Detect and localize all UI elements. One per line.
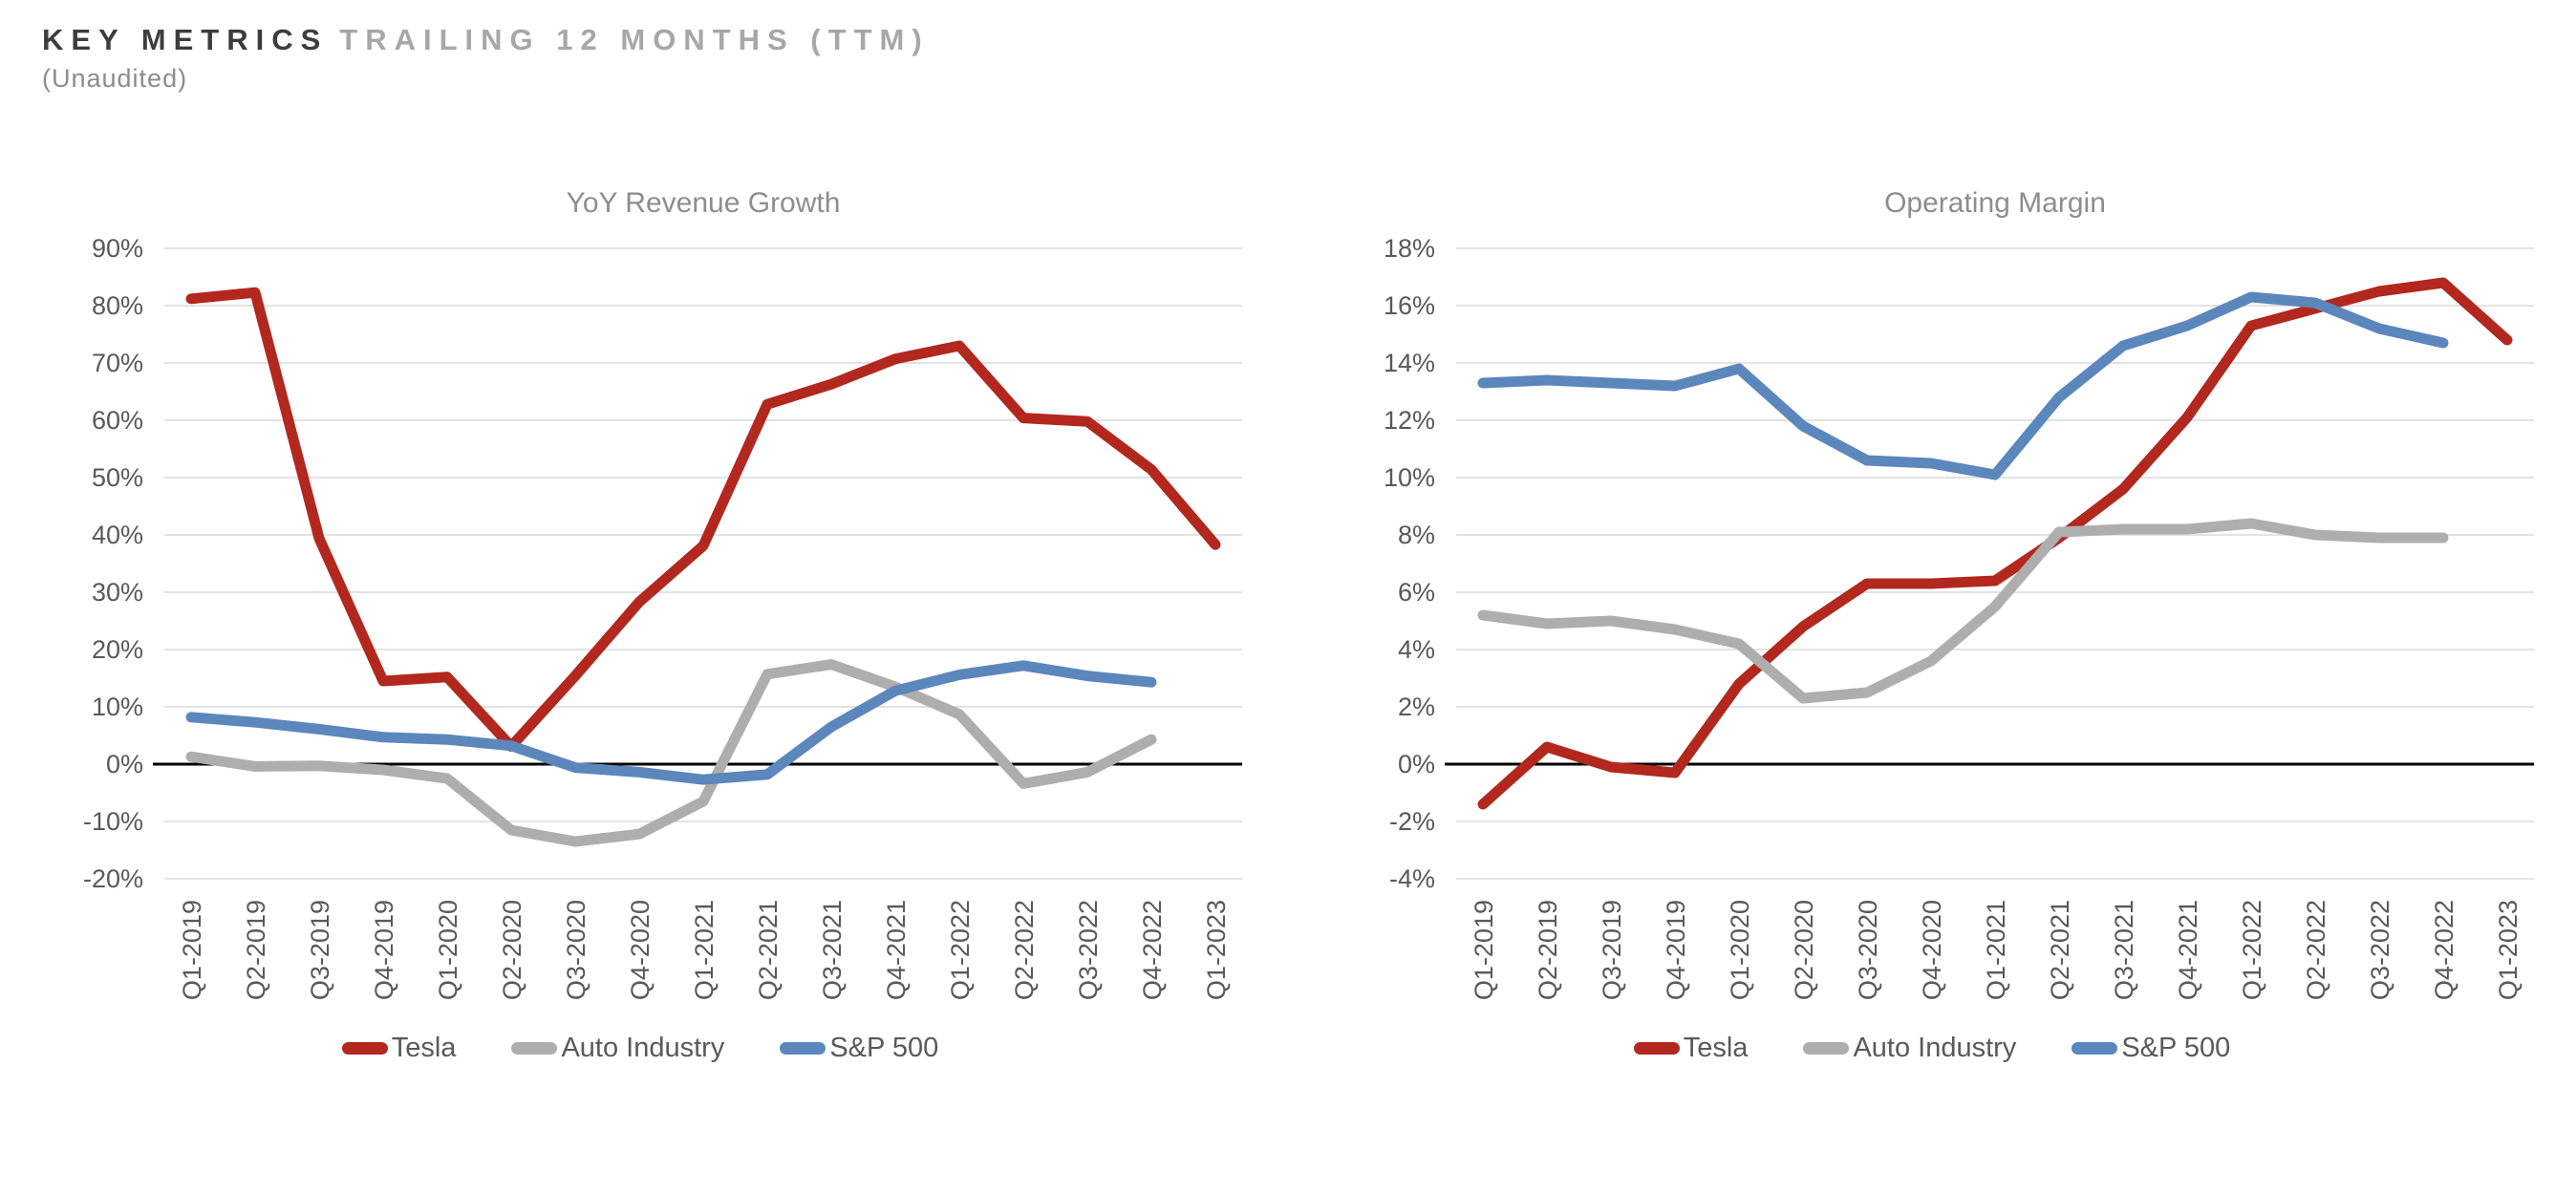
y-tick-label: -2% — [1389, 807, 1435, 836]
x-tick-label: Q2-2019 — [242, 900, 270, 1000]
y-tick-label: -4% — [1389, 864, 1435, 893]
legend-marker-auto — [1803, 1042, 1850, 1055]
legend-label-sp500: S&P 500 — [2121, 1033, 2231, 1063]
series-line-tesla — [1477, 277, 2513, 810]
x-tick-label: Q4-2020 — [626, 900, 655, 1000]
legend-item-sp500: S&P 500 — [780, 1033, 938, 1064]
x-tick-label: Q4-2019 — [1662, 900, 1690, 1000]
operating-margin-chart: Operating Margin 18% 16% 14% 12% 10% 8% 6% 4% 2% 0… — [1384, 187, 2534, 1000]
legend-label-tesla: Tesla — [1683, 1033, 1749, 1063]
chart-title: YoY Revenue Growth — [567, 187, 841, 219]
x-tick-label: Q3-2020 — [1854, 900, 1882, 1000]
legend-item-auto: Auto Industry — [511, 1033, 724, 1064]
revenue-growth-chart: YoY Revenue Growth 90% 80% 70% 60% 50% 40% 30% 2… — [83, 187, 1242, 1000]
page-title: KEY METRICS TRAILING 12 MONTHS (TTM) — [42, 23, 930, 57]
x-tick-label: Q1-2019 — [1470, 900, 1498, 1000]
operating-margin-legend: Tesla Auto Industry S&P 500 — [1633, 1033, 2230, 1064]
y-tick-label: 10% — [1384, 463, 1435, 492]
y-tick-label: 18% — [1384, 234, 1435, 263]
y-tick-label: 80% — [92, 291, 143, 320]
chart-title: Operating Margin — [1884, 187, 2106, 219]
x-tick-label: Q1-2022 — [946, 900, 975, 1000]
series-line-tesla — [185, 287, 1221, 752]
y-tick-label: 70% — [92, 349, 143, 377]
x-tick-label: Q1-2023 — [1202, 900, 1231, 1000]
legend-item-auto: Auto Industry — [1803, 1033, 2016, 1064]
series-line-auto — [185, 659, 1157, 847]
legend-item-tesla: Tesla — [341, 1033, 457, 1064]
legend-label-tesla: Tesla — [391, 1033, 457, 1063]
legend-marker-sp500 — [780, 1042, 826, 1055]
x-tick-label: Q3-2022 — [1074, 900, 1103, 1000]
y-tick-label: 30% — [92, 578, 143, 607]
x-tick-label: Q2-2019 — [1534, 900, 1562, 1000]
x-tick-label: Q2-2020 — [498, 900, 526, 1000]
legend-marker-sp500 — [2072, 1042, 2118, 1055]
x-tick-label: Q3-2021 — [2110, 900, 2138, 1000]
x-tick-label: Q1-2022 — [2238, 900, 2266, 1000]
x-tick-label: Q1-2021 — [1982, 900, 2010, 1000]
x-tick-label: Q4-2022 — [2430, 900, 2458, 1000]
legend-marker-auto — [511, 1042, 558, 1055]
page-subtitle: (Unaudited) — [42, 64, 188, 93]
y-tick-label: 16% — [1384, 291, 1435, 320]
y-tick-label: 6% — [1398, 578, 1435, 607]
y-tick-label: 50% — [92, 463, 143, 492]
y-tick-label: -10% — [83, 807, 143, 836]
x-tick-label: Q2-2021 — [2046, 900, 2074, 1000]
x-tick-label: Q1-2020 — [434, 900, 462, 1000]
y-tick-label: 12% — [1384, 406, 1435, 435]
page-title-primary: KEY METRICS — [42, 23, 329, 56]
x-tick-label: Q1-2019 — [178, 900, 206, 1000]
charts-row: YoY Revenue Growth 90% 80% 70% 60% 50% 40% 30% 2… — [21, 124, 2551, 1064]
legend-item-tesla: Tesla — [1633, 1033, 1749, 1064]
y-tick-label: 8% — [1398, 521, 1435, 549]
x-tick-label: Q1-2021 — [690, 900, 719, 1000]
y-tick-label: 90% — [92, 234, 143, 263]
y-tick-label: 0% — [106, 750, 143, 778]
y-tick-label: 14% — [1384, 349, 1435, 377]
x-tick-label: Q4-2021 — [882, 900, 911, 1000]
chart-panel-operating-margin: Operating Margin 18% 16% 14% 12% 10% 8% 6% 4% 2% 0… — [1313, 124, 2551, 1064]
legend-label-auto: Auto Industry — [561, 1033, 725, 1063]
x-tick-label: Q3-2019 — [306, 900, 334, 1000]
legend-label-auto: Auto Industry — [1853, 1033, 2017, 1063]
x-tick-label: Q2-2022 — [2302, 900, 2330, 1000]
y-tick-label: 0% — [1398, 750, 1435, 778]
legend-item-sp500: S&P 500 — [2072, 1033, 2230, 1064]
legend-marker-tesla — [1633, 1042, 1680, 1055]
y-tick-label: 2% — [1398, 693, 1435, 721]
y-tick-label: 20% — [92, 635, 143, 664]
x-tick-label: Q4-2022 — [1138, 900, 1167, 1000]
x-tick-label: Q4-2019 — [370, 900, 398, 1000]
x-tick-label: Q4-2021 — [2174, 900, 2202, 1000]
chart-panel-revenue-growth: YoY Revenue Growth 90% 80% 70% 60% 50% 40% 30% 2… — [21, 124, 1259, 1064]
x-tick-label: Q2-2020 — [1790, 900, 1818, 1000]
x-tick-label: Q2-2022 — [1010, 900, 1039, 1000]
legend-marker-tesla — [341, 1042, 388, 1055]
x-tick-label: Q4-2020 — [1918, 900, 1946, 1000]
series-line-auto — [1477, 518, 2449, 704]
series-line-sp500 — [185, 660, 1157, 785]
legend-label-sp500: S&P 500 — [829, 1033, 939, 1063]
y-tick-label: 40% — [92, 521, 143, 549]
x-tick-label: Q2-2021 — [754, 900, 783, 1000]
x-tick-label: Q3-2021 — [818, 900, 847, 1000]
page-title-secondary: TRAILING 12 MONTHS (TTM) — [339, 23, 930, 56]
x-tick-label: Q1-2020 — [1726, 900, 1754, 1000]
x-tick-label: Q3-2019 — [1598, 900, 1626, 1000]
report-header: KEY METRICS TRAILING 12 MONTHS (TTM) (Una… — [42, 23, 930, 94]
y-tick-label: -20% — [83, 864, 143, 893]
x-tick-label: Q3-2022 — [2366, 900, 2394, 1000]
x-tick-label: Q3-2020 — [562, 900, 590, 1000]
y-tick-label: 4% — [1398, 635, 1435, 664]
revenue-growth-legend: Tesla Auto Industry S&P 500 — [341, 1033, 938, 1064]
y-tick-label: 10% — [92, 693, 143, 721]
y-tick-label: 60% — [92, 406, 143, 435]
series-line-sp500 — [1477, 291, 2449, 480]
x-tick-label: Q1-2023 — [2494, 900, 2522, 1000]
